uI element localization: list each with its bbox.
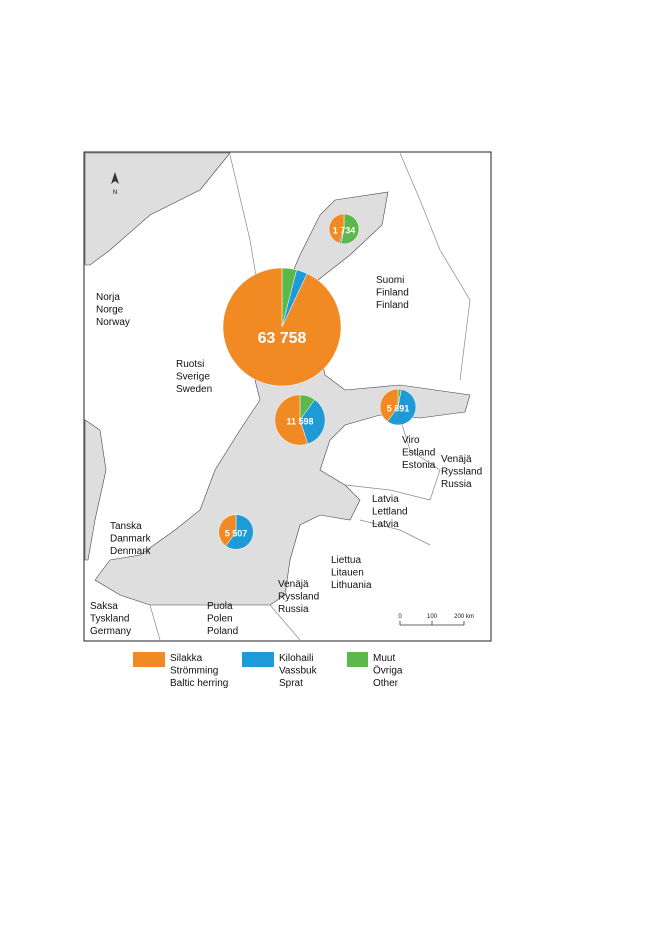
country-label: Liettua [331,555,361,566]
pie-label: 1 734 [333,225,356,235]
country-label: Venäjä [278,579,309,590]
legend-swatch [347,652,368,667]
pie-label: 5 507 [225,528,248,538]
country-label: Ryssland [441,467,482,478]
country-label: Poland [207,626,238,637]
country-label: Sverige [176,372,210,383]
legend-label: Vassbuk [279,666,318,677]
pie-slice [328,213,345,244]
legend-label: Muut [373,653,395,664]
sea-west [84,419,107,561]
legend-label: Other [373,678,399,689]
map-frame [83,151,492,642]
scale-label: 200 km [454,614,474,620]
pie-label: 11 598 [286,416,313,426]
legend-label: Strömming [170,666,218,677]
country-label: Norge [96,305,124,316]
country-label: Lithuania [331,580,372,591]
country-label: Litauen [331,568,364,579]
country-label: Finland [376,288,409,299]
country-label: Danmark [110,534,152,545]
borders [149,152,471,641]
country-label: Russia [441,479,472,490]
pie-slice [222,267,342,387]
pie-slice [218,514,237,547]
country-label: Ruotsi [176,359,204,370]
country-label: Puola [207,601,233,612]
country-label: Saksa [90,601,118,612]
country-label: Ryssland [278,592,319,603]
legend-swatch [133,652,165,667]
country-label: Estland [402,448,435,459]
country-label: Polen [207,614,233,625]
pie-slice [340,213,360,245]
country-label: Norway [96,317,130,328]
sea-arctic [84,152,231,266]
legend-label: Baltic herring [170,678,228,689]
country-label: Venäjä [441,454,472,465]
country-label: Viro [402,435,420,446]
pie-slice [387,389,417,426]
country-label: Suomi [376,275,404,286]
country-label: Denmark [110,546,152,557]
pie-slice [225,514,254,550]
country-label: Finland [376,300,409,311]
legend-label: Sprat [279,678,303,689]
pie-label: 63 758 [258,330,307,347]
country-label: Latvia [372,519,399,530]
pie-slice [379,388,399,422]
country-label: Russia [278,604,309,615]
country-label: Sweden [176,384,212,395]
legend-swatch [242,652,274,667]
country-label: Latvia [372,494,399,505]
country-label: Tanska [110,521,142,532]
legend-label: Silakka [170,653,203,664]
legend-label: Kilohaili [279,653,313,664]
pie-slice [299,399,326,445]
scale-label: 100 [427,614,438,620]
country-label: Germany [90,626,131,637]
scale-label: 0 [398,614,402,620]
north-arrow: N [111,172,119,196]
country-label: Lettland [372,507,408,518]
country-label: Estonia [402,460,436,471]
pie-slice [274,394,309,446]
svg-text:N: N [113,190,117,196]
country-label: Tyskland [90,614,129,625]
pie-label: 5 891 [387,403,410,413]
country-label: Norja [96,292,120,303]
legend-label: Övriga [373,665,403,677]
